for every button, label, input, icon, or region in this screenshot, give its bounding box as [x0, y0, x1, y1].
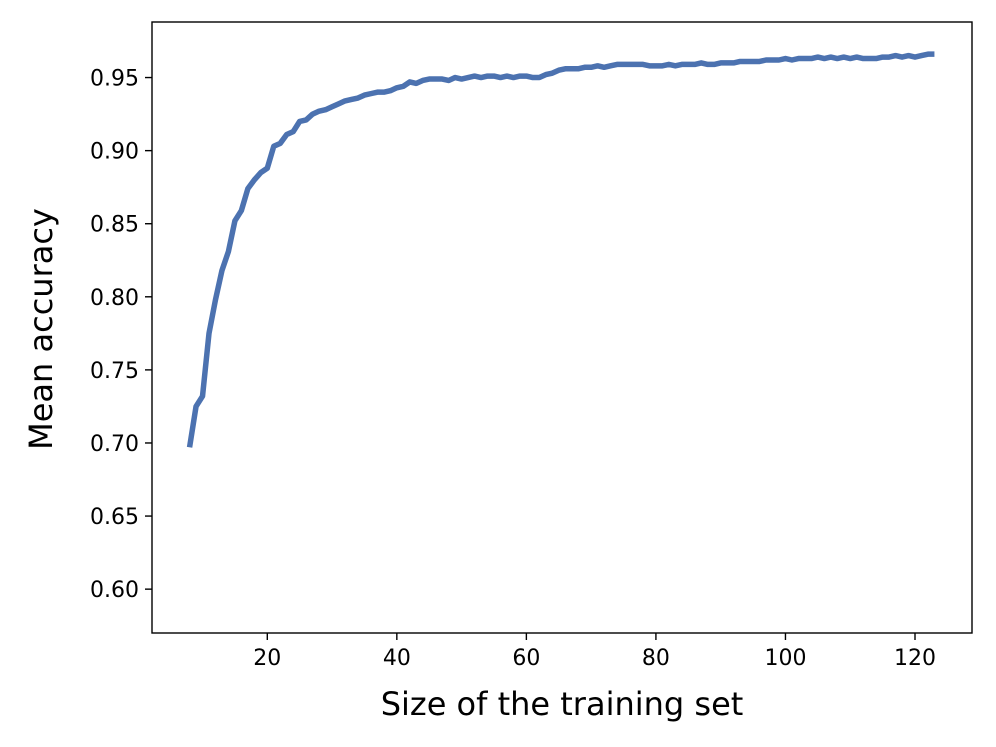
y-tick-label: 0.70 — [90, 432, 139, 457]
y-tick-label: 0.80 — [90, 286, 139, 311]
y-tick-label: 0.85 — [90, 213, 139, 238]
x-axis-title: Size of the training set — [381, 685, 744, 723]
x-axis: 20 40 60 80 100 120 — [253, 633, 936, 671]
series-line-0 — [186, 51, 935, 448]
x-tick-label: 40 — [383, 646, 411, 671]
x-tick-label: 60 — [512, 646, 540, 671]
x-tick-label: 20 — [253, 646, 281, 671]
y-axis-title: Mean accuracy — [22, 208, 60, 450]
x-tick-label: 120 — [894, 646, 936, 671]
y-axis: 0.60 0.65 0.70 0.75 0.80 0.85 0.90 0.95 — [90, 67, 152, 603]
y-tick-label: 0.95 — [90, 67, 139, 92]
y-tick-label: 0.75 — [90, 359, 139, 384]
plot-area — [151, 21, 973, 634]
x-tick-label: 100 — [764, 646, 806, 671]
y-tick-label: 0.60 — [90, 578, 139, 603]
axes-frame — [151, 21, 973, 634]
y-tick-label: 0.65 — [90, 505, 139, 530]
x-tick-label: 80 — [642, 646, 670, 671]
y-tick-label: 0.90 — [90, 140, 139, 165]
